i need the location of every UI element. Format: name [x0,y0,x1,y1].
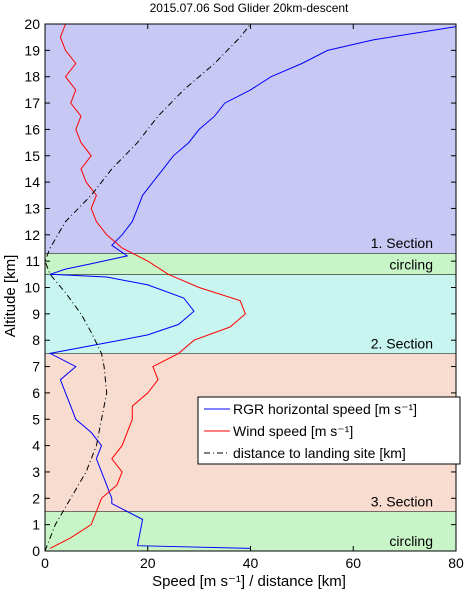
band-label-1: 3. Section [371,493,433,509]
legend-label-distance: distance to landing site [km] [233,445,406,461]
section-annotations: circling 3. Section 2. Section circling 1. S… [371,235,433,549]
band-4 [45,24,456,254]
x-tick-label-20: 20 [140,555,156,571]
y-tick-label-0: 0 [32,543,40,559]
band-2 [45,274,456,354]
series-line-1 [49,23,246,549]
y-tick-label-10: 10 [24,280,40,296]
series-line-2 [44,23,251,552]
y-tick-label-7: 7 [32,359,40,375]
y-tick-label-4: 4 [32,438,40,454]
series-line-0 [48,26,457,549]
y-tick-label-3: 3 [32,464,40,480]
x-tick-label-80: 80 [448,555,464,571]
section-bands [45,23,456,551]
x-tick-label-60: 60 [345,555,361,571]
y-tick-label-2: 2 [32,490,40,506]
y-axis-label: Altitude [km] [2,255,19,338]
x-axis-label: Speed [m s⁻¹] / distance [km] [152,573,346,590]
band-label-2: 2. Section [371,335,433,351]
y-tick-label-20: 20 [24,16,40,32]
legend-label-wind: Wind speed [m s⁻¹] [233,423,353,439]
chart-title: 2015.07.06 Sod Glider 20km-descent [150,1,349,15]
legend: RGR horizontal speed [m s⁻¹] Wind speed … [197,396,461,465]
legend-label-rgr: RGR horizontal speed [m s⁻¹] [233,401,417,417]
y-tick-label-12: 12 [24,227,40,243]
y-tick-label-19: 19 [24,42,40,58]
y-tick-label-13: 13 [24,200,40,216]
legend-box [197,396,461,465]
band-0 [45,511,456,551]
y-tick-label-18: 18 [24,69,40,85]
y-tick-label-6: 6 [32,385,40,401]
y-tick-label-1: 1 [32,517,40,533]
y-tick-label-14: 14 [24,174,40,190]
x-tick-label-0: 0 [41,555,49,571]
y-tick-label-9: 9 [32,306,40,322]
y-tick-label-15: 15 [24,148,40,164]
y-tick-label-8: 8 [32,332,40,348]
y-tick-label-17: 17 [24,95,40,111]
y-tick-label-11: 11 [25,253,40,269]
band-label-0: circling [389,533,433,549]
band-3 [45,253,456,275]
axis-ticks: 0 20 40 60 800123456789101112131415161718192… [24,16,464,571]
y-tick-label-5: 5 [32,411,40,427]
x-tick-label-40: 40 [243,555,259,571]
y-tick-label-16: 16 [24,121,40,137]
series-lines [44,23,457,552]
band-label-3: circling [389,256,433,272]
band-label-4: 1. Section [371,235,433,251]
